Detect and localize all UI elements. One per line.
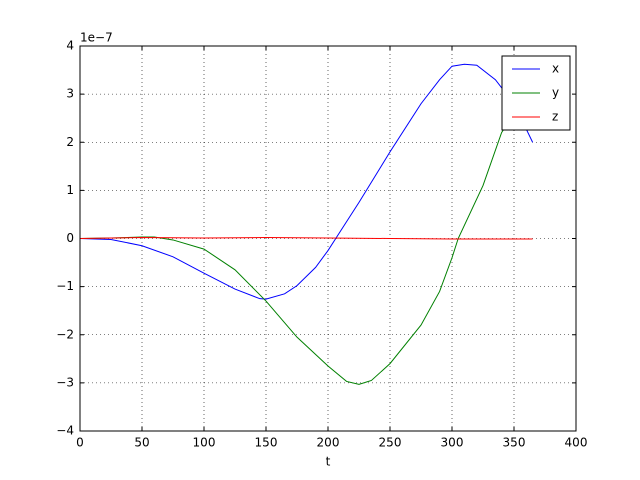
y-tick-label: 3	[66, 87, 74, 101]
y-tick-label: −1	[56, 279, 74, 293]
line-series	[79, 89, 533, 385]
y-tick-label: 1	[66, 183, 74, 197]
x-tick-label: 400	[565, 436, 588, 450]
x-tick-label: 300	[441, 436, 464, 450]
legend-label: y	[552, 86, 559, 100]
x-tick-label: 150	[255, 436, 278, 450]
y-tick-label: 2	[66, 135, 74, 149]
legend-label: z	[552, 110, 558, 124]
y-offset-label: 1e−7	[80, 31, 113, 45]
y-tick-label: −4	[56, 424, 74, 438]
y-tick-label: −3	[56, 375, 74, 389]
x-tick-label: 350	[503, 436, 526, 450]
line-series	[79, 237, 533, 240]
x-tick-label: 50	[134, 436, 149, 450]
plot-frame	[79, 45, 577, 432]
x-tick-label: 250	[379, 436, 402, 450]
y-tick-label: −2	[56, 327, 74, 341]
legend-label: x	[552, 62, 559, 76]
x-tick-label: 100	[193, 436, 216, 450]
x-tick-label: 0	[76, 436, 84, 450]
y-tick-label: 4	[66, 39, 74, 53]
y-tick-label: 0	[66, 231, 74, 245]
x-axis-label: t	[326, 455, 331, 469]
line-series	[79, 63, 534, 300]
x-tick-label: 200	[317, 436, 340, 450]
